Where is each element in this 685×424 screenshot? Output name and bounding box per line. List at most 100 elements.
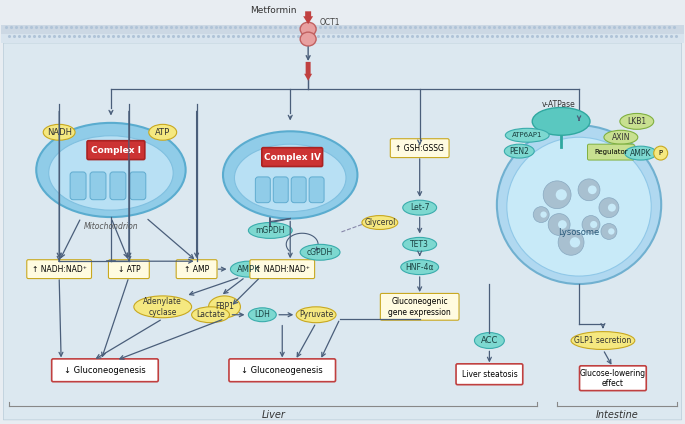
- Text: Pyruvate: Pyruvate: [299, 310, 333, 319]
- FancyBboxPatch shape: [273, 177, 288, 203]
- Circle shape: [556, 189, 567, 200]
- FancyBboxPatch shape: [90, 172, 106, 200]
- Text: Gluconeogenic
gene expression: Gluconeogenic gene expression: [388, 297, 451, 317]
- Text: ↓ Gluconeogenesis: ↓ Gluconeogenesis: [64, 366, 146, 375]
- Circle shape: [548, 214, 570, 235]
- Text: Regulator: Regulator: [594, 149, 627, 155]
- FancyBboxPatch shape: [229, 359, 336, 382]
- Ellipse shape: [475, 332, 504, 349]
- Text: TET3: TET3: [410, 240, 429, 249]
- Text: P: P: [659, 150, 663, 156]
- Ellipse shape: [36, 123, 186, 217]
- Text: Complex IV: Complex IV: [264, 153, 321, 162]
- FancyBboxPatch shape: [130, 172, 146, 200]
- Text: Liver: Liver: [262, 410, 285, 420]
- Ellipse shape: [362, 215, 398, 229]
- Ellipse shape: [504, 144, 534, 158]
- FancyBboxPatch shape: [380, 293, 459, 320]
- Text: FBP1: FBP1: [215, 302, 234, 311]
- Text: ↓ Gluconeogenesis: ↓ Gluconeogenesis: [241, 366, 323, 375]
- Ellipse shape: [620, 114, 653, 129]
- Text: Adenylate
cyclase: Adenylate cyclase: [143, 297, 182, 317]
- Text: Mitochondrion: Mitochondrion: [84, 221, 138, 231]
- Text: ↓ ATP: ↓ ATP: [118, 265, 140, 273]
- Ellipse shape: [43, 124, 75, 140]
- Text: GLP1 secretion: GLP1 secretion: [574, 336, 632, 345]
- Ellipse shape: [532, 108, 590, 135]
- Circle shape: [558, 229, 584, 255]
- Text: Lactate: Lactate: [196, 310, 225, 319]
- FancyBboxPatch shape: [256, 177, 271, 203]
- Ellipse shape: [300, 22, 316, 36]
- Circle shape: [588, 185, 597, 194]
- Circle shape: [601, 223, 617, 240]
- Circle shape: [570, 237, 580, 248]
- Text: Intestine: Intestine: [595, 410, 638, 420]
- Circle shape: [608, 204, 616, 212]
- FancyBboxPatch shape: [390, 139, 449, 158]
- Text: Liver steatosis: Liver steatosis: [462, 370, 517, 379]
- FancyBboxPatch shape: [27, 260, 92, 279]
- Text: OCT1: OCT1: [320, 18, 340, 27]
- Circle shape: [540, 212, 547, 218]
- Text: LDH: LDH: [254, 310, 271, 319]
- Text: Lysosome: Lysosome: [558, 228, 599, 237]
- FancyBboxPatch shape: [87, 141, 145, 159]
- FancyBboxPatch shape: [70, 172, 86, 200]
- Ellipse shape: [49, 136, 173, 210]
- Circle shape: [558, 220, 566, 229]
- Ellipse shape: [403, 237, 436, 251]
- FancyBboxPatch shape: [51, 359, 158, 382]
- FancyArrow shape: [304, 62, 312, 81]
- Text: HNF-4α: HNF-4α: [406, 262, 434, 272]
- Ellipse shape: [571, 332, 635, 349]
- Ellipse shape: [249, 308, 276, 322]
- Ellipse shape: [230, 261, 266, 277]
- Text: PEN2: PEN2: [510, 147, 530, 156]
- Circle shape: [582, 215, 600, 234]
- Circle shape: [608, 228, 614, 234]
- Circle shape: [543, 181, 571, 209]
- FancyBboxPatch shape: [110, 172, 126, 200]
- Ellipse shape: [507, 137, 651, 276]
- Text: AMPK: AMPK: [630, 149, 651, 158]
- Text: ↑ NADH:NAD⁺: ↑ NADH:NAD⁺: [255, 265, 310, 273]
- Text: ↑ AMP: ↑ AMP: [184, 265, 209, 273]
- Circle shape: [533, 206, 549, 223]
- Ellipse shape: [149, 124, 177, 140]
- Ellipse shape: [625, 146, 657, 160]
- Text: Metformin: Metformin: [250, 6, 296, 15]
- Ellipse shape: [506, 128, 549, 142]
- FancyBboxPatch shape: [262, 148, 323, 167]
- Text: ↑ NADH:NAD⁺: ↑ NADH:NAD⁺: [32, 265, 86, 273]
- Text: AMPK: AMPK: [236, 265, 260, 273]
- Text: Glucose-lowering
effect: Glucose-lowering effect: [580, 368, 646, 388]
- Ellipse shape: [192, 307, 229, 323]
- Ellipse shape: [234, 144, 346, 212]
- Text: LKB1: LKB1: [627, 117, 647, 126]
- Ellipse shape: [300, 32, 316, 46]
- Ellipse shape: [497, 126, 661, 284]
- Text: NADH: NADH: [47, 128, 72, 137]
- Ellipse shape: [296, 307, 336, 323]
- FancyBboxPatch shape: [309, 177, 324, 203]
- FancyBboxPatch shape: [250, 260, 314, 279]
- Text: cGPDH: cGPDH: [307, 248, 333, 257]
- Text: v-ATPase: v-ATPase: [543, 100, 576, 109]
- Ellipse shape: [300, 244, 340, 260]
- Bar: [1, 25, 684, 34]
- FancyBboxPatch shape: [291, 177, 306, 203]
- Text: AXIN: AXIN: [612, 133, 630, 142]
- Text: ATP: ATP: [155, 128, 171, 137]
- FancyBboxPatch shape: [456, 364, 523, 385]
- Text: mGPDH: mGPDH: [256, 226, 285, 235]
- Ellipse shape: [403, 200, 436, 215]
- Bar: [1, 34, 684, 43]
- Text: Glycerol: Glycerol: [364, 218, 395, 227]
- Text: Complex I: Complex I: [91, 145, 141, 155]
- Circle shape: [590, 221, 597, 228]
- Text: ACC: ACC: [481, 336, 498, 345]
- Ellipse shape: [249, 223, 292, 238]
- FancyBboxPatch shape: [3, 43, 682, 420]
- Circle shape: [578, 179, 600, 201]
